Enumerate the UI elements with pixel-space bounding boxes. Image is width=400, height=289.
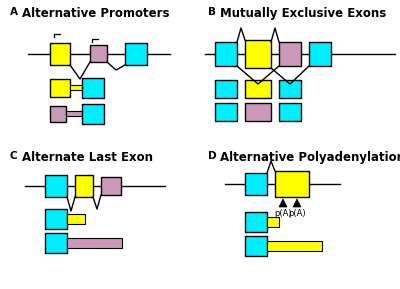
Bar xyxy=(245,173,267,195)
Bar xyxy=(67,214,85,224)
Text: Alternate Last Exon: Alternate Last Exon xyxy=(22,151,153,164)
Bar xyxy=(101,177,121,195)
Text: p(A): p(A) xyxy=(274,209,292,218)
Text: C: C xyxy=(10,151,18,161)
Bar xyxy=(279,42,301,66)
Bar xyxy=(50,106,66,122)
Text: Mutually Exclusive Exons: Mutually Exclusive Exons xyxy=(220,7,386,20)
Text: B: B xyxy=(208,7,216,17)
Bar xyxy=(66,111,82,116)
Text: D: D xyxy=(208,151,217,161)
Bar xyxy=(245,212,267,232)
Bar xyxy=(90,45,107,62)
Bar xyxy=(50,43,70,65)
Bar xyxy=(245,236,267,256)
Bar xyxy=(267,217,279,227)
Bar xyxy=(275,171,309,197)
Bar xyxy=(309,42,331,66)
Bar xyxy=(215,42,237,66)
Bar xyxy=(267,241,322,251)
Text: Alternative Promoters: Alternative Promoters xyxy=(22,7,170,20)
Polygon shape xyxy=(293,199,301,207)
Bar xyxy=(82,104,104,124)
Text: p(A): p(A) xyxy=(288,209,306,218)
Bar xyxy=(245,103,271,121)
Bar xyxy=(125,43,147,65)
Bar xyxy=(279,80,301,98)
Bar xyxy=(245,80,271,98)
Bar xyxy=(67,238,122,248)
Bar xyxy=(50,79,70,97)
Bar xyxy=(215,80,237,98)
Text: A: A xyxy=(10,7,18,17)
Bar xyxy=(45,233,67,253)
Bar xyxy=(45,209,67,229)
Bar xyxy=(279,103,301,121)
Bar xyxy=(215,103,237,121)
Bar xyxy=(45,175,67,197)
Bar xyxy=(75,175,93,197)
Bar xyxy=(70,85,82,90)
Polygon shape xyxy=(279,199,287,207)
Text: Alternative Polyadenylation: Alternative Polyadenylation xyxy=(220,151,400,164)
Bar xyxy=(82,78,104,98)
Bar xyxy=(245,40,271,68)
